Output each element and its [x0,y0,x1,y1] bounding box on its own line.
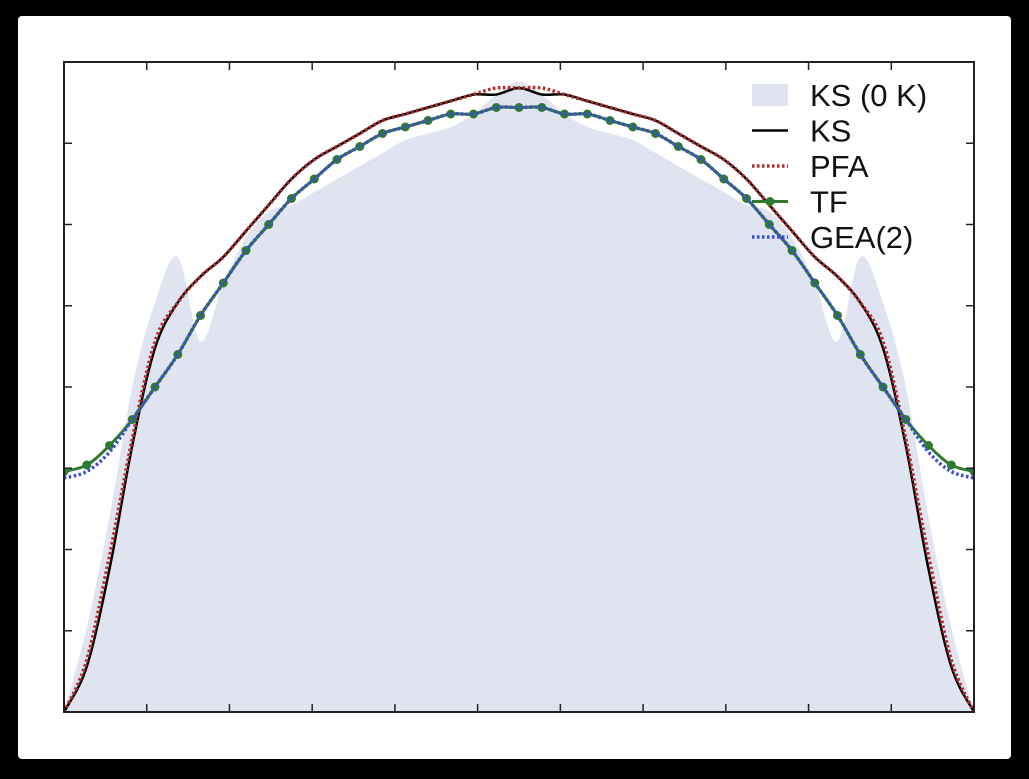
series-tf-point-20 [514,103,524,112]
legend-tf-swatch-dot [765,197,775,206]
series-pfa-line [64,85,974,712]
series-tf-point-2 [105,441,114,450]
series-tf-point-23 [582,109,592,119]
legend-pfa-label: PFA [810,149,869,184]
legend-gea-2-label: GEA(2) [810,220,913,255]
legend-ks-0-k-swatch [752,84,788,106]
series-tf-point-39 [946,460,956,470]
legend-tf-label: TF [810,185,848,220]
series-tf-point-40 [969,467,974,476]
series-tf-point-18 [469,109,478,119]
series-tf-point-17 [446,109,456,119]
series-tf-point-1 [82,460,92,470]
series-tf-point-0 [64,467,69,476]
series-ks-0-k-area [64,81,974,712]
series-tf-point-4 [150,382,160,392]
series-tf-point-3 [127,415,137,424]
figure-frame: KS (0 K) KS PFA TF GEA(2) [18,16,1011,759]
legend-ks-0-k-label: KS (0 K) [810,78,927,113]
series-gea-2-line [64,105,974,480]
series-tf-point-38 [924,441,933,450]
series-layer [64,81,974,712]
legend-ks-label: KS [810,114,851,149]
tick-layer [64,62,974,712]
